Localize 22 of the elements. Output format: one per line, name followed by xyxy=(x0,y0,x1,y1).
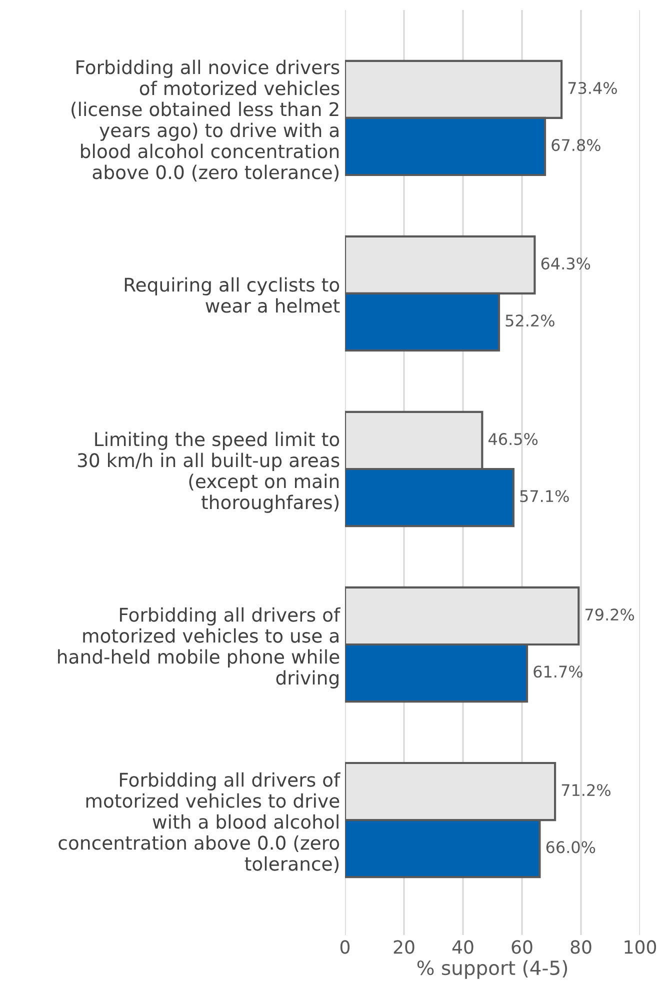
text: 64.3% xyxy=(541,258,590,270)
x-axis-title: % support (4-5) xyxy=(417,960,568,979)
x-tick-label: 60 xyxy=(512,940,532,954)
y-tick-label: Forbidding all novice drivers of motorized vehicles (license obtained less than 2 years ago) to drive with a blood alcohol concentration above 0.0 (zero tolerance) xyxy=(72,60,340,182)
text: 46.5% xyxy=(488,433,538,446)
y-tick-label: Forbidding all drivers of motorized vehicles to use a hand-held mobile phone while driving xyxy=(58,607,340,688)
text: 57.1% xyxy=(520,490,569,502)
x-tick-label: 20 xyxy=(394,940,414,954)
text: 73.4% xyxy=(568,82,617,94)
x-tick-label: 40 xyxy=(452,940,474,954)
text: 52.2% xyxy=(506,314,554,327)
text: 66.0% xyxy=(546,841,596,854)
text: 79.2% xyxy=(586,608,634,621)
y-tick-label: Requiring all cyclists to wear a helmet xyxy=(124,277,340,313)
text: 61.7% xyxy=(534,666,582,678)
y-tick-label: Forbidding all drivers of motorized vehicles to drive with a blood alcohol concentration above 0.0 (zero tolerance) xyxy=(58,772,340,874)
x-tick-label: 80 xyxy=(570,940,592,954)
y-tick-label: Limiting the speed limit to 30 km/h in all built-up areas (except on main thoroughfares) xyxy=(78,432,340,513)
x-tick-label: 100 xyxy=(624,940,656,954)
x-tick-label: 0 xyxy=(340,940,350,954)
text: 71.2% xyxy=(562,784,610,796)
text: 67.8% xyxy=(552,139,600,152)
